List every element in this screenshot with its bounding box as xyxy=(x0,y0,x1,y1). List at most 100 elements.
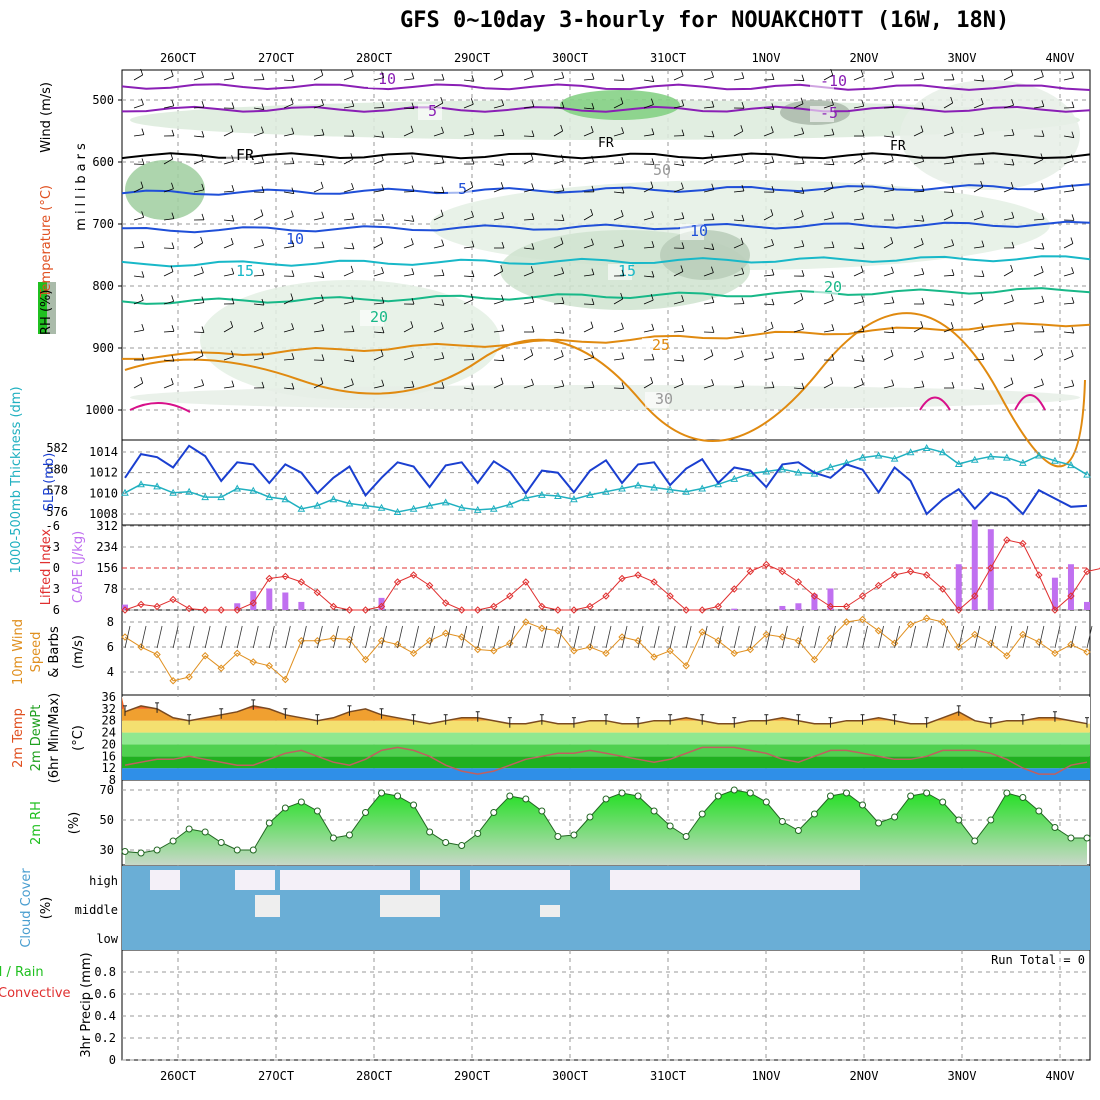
wind-barb xyxy=(621,127,624,134)
thickness-marker xyxy=(329,495,338,503)
rh2m-marker xyxy=(939,798,947,806)
wind-barb xyxy=(133,74,143,81)
wind-barb xyxy=(440,322,444,329)
contour-label: 5 xyxy=(458,180,467,198)
wind-barb xyxy=(830,181,834,188)
wind-barb xyxy=(193,331,205,333)
cape-bar xyxy=(987,529,994,610)
lifted-marker xyxy=(281,572,290,581)
wind-barb xyxy=(1063,272,1074,277)
wind-barb xyxy=(170,378,174,385)
wind-barb xyxy=(583,357,594,361)
wind-barb xyxy=(1070,237,1074,244)
thickness-marker xyxy=(698,484,707,492)
wind-barb xyxy=(680,265,684,272)
wind-barb xyxy=(381,214,385,221)
wind10m-barb xyxy=(172,625,179,649)
thickness-marker xyxy=(505,500,514,508)
lifted-marker xyxy=(441,599,450,607)
wind-barb xyxy=(193,106,204,109)
wind-barb xyxy=(523,271,534,277)
wind-barb xyxy=(193,159,204,165)
wind-barb xyxy=(403,191,415,193)
wind10m-barb xyxy=(781,625,788,649)
wind-barb xyxy=(943,191,955,193)
rh2m-marker xyxy=(538,807,546,815)
wind-barb xyxy=(801,127,805,134)
thickness-marker xyxy=(986,452,995,460)
wind-barb xyxy=(171,99,175,107)
thickness-marker xyxy=(1002,453,1011,461)
cloud-level-label: high xyxy=(89,874,118,888)
ylabel-degc: (°C) xyxy=(71,725,86,751)
wind-barb xyxy=(230,237,234,245)
wind-barb xyxy=(231,350,234,357)
wind-barb xyxy=(981,383,985,390)
wind-barb xyxy=(200,349,204,356)
wind-barb xyxy=(201,71,204,78)
wind-barb xyxy=(343,105,354,109)
wind-barb xyxy=(261,381,265,388)
wind-barb xyxy=(800,293,804,300)
cape-tick: 156 xyxy=(96,561,118,575)
wind-barb xyxy=(741,154,744,162)
wind-barb xyxy=(830,377,834,384)
wind10m-marker xyxy=(955,643,963,651)
wind-barb xyxy=(253,162,264,165)
wind-barb xyxy=(463,133,474,137)
wind-barb xyxy=(320,181,324,189)
wind-barb xyxy=(463,329,474,333)
wind-barb xyxy=(441,352,445,359)
lifted-marker xyxy=(169,595,177,604)
contour-line xyxy=(121,83,1091,91)
wind10m-line xyxy=(124,617,1088,682)
wind10m-marker xyxy=(874,627,883,635)
wind-barb xyxy=(1003,217,1014,221)
wind-barb xyxy=(673,271,684,277)
wind-barb xyxy=(951,269,955,276)
wind-barb xyxy=(283,387,294,390)
wind10m-marker xyxy=(666,647,674,655)
wind10m-marker xyxy=(409,649,418,657)
top-date-label: 2NOV xyxy=(850,51,879,65)
wind10m-barb xyxy=(236,625,243,649)
wind-barb xyxy=(673,359,684,362)
rh2m-marker xyxy=(987,816,995,824)
wind-barb xyxy=(793,216,804,221)
bottom-date-axis: 26OCT 27OCT 28OCT 29OCT 30OCT 31OCT 1NOV 2NOV 3N… xyxy=(160,1069,1075,1083)
thickness-marker xyxy=(906,448,915,456)
wind-barb xyxy=(561,327,565,334)
wind-barb xyxy=(313,383,324,389)
wind10m-marker xyxy=(201,652,209,660)
wind10m-marker xyxy=(602,649,610,657)
wind-barb xyxy=(411,350,414,358)
wind-barb xyxy=(553,302,565,305)
wind-barb xyxy=(140,294,144,301)
wind-barb xyxy=(673,188,684,193)
wind-barb xyxy=(703,247,714,250)
wind-barb xyxy=(193,189,204,193)
cape-bar xyxy=(282,592,289,610)
wind-barb xyxy=(643,187,654,193)
wind-barb xyxy=(650,293,654,301)
wind-barb xyxy=(1071,101,1075,108)
wind-barb xyxy=(673,383,684,389)
wind-barb xyxy=(650,181,654,188)
wind-barb xyxy=(1010,69,1014,76)
wind-barb xyxy=(523,106,534,109)
lifted-marker xyxy=(826,602,835,611)
wind-barb xyxy=(463,216,474,221)
ylabel-percent: (%) xyxy=(67,812,82,835)
lifted-marker xyxy=(1083,567,1091,576)
wind-barb xyxy=(673,75,684,81)
rh2m-marker xyxy=(426,828,434,836)
rh2m-marker xyxy=(442,839,450,846)
wind-barb xyxy=(321,271,325,278)
wind10m-barb xyxy=(1070,625,1077,649)
wind-barb xyxy=(201,379,205,386)
wind-barb xyxy=(283,246,294,249)
wind-barb xyxy=(321,294,324,301)
contour-label: 30 xyxy=(655,390,673,408)
upper-air-ylabel: Wind (m/s) Temperature (°C) RH (%) milli… xyxy=(39,82,89,335)
wind-barb xyxy=(973,103,984,109)
